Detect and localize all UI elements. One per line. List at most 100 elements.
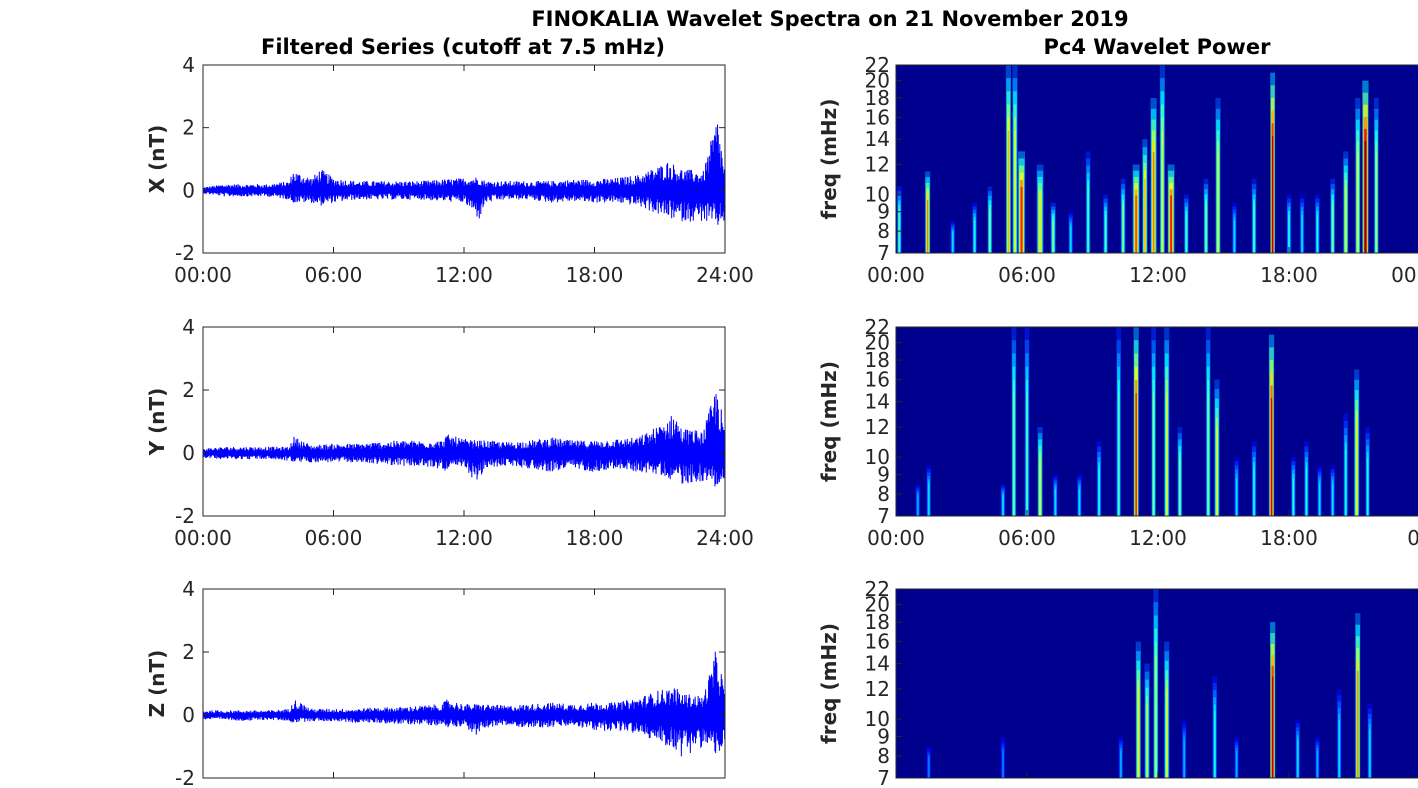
power-burst (1203, 178, 1209, 253)
power-burst-layer (1026, 393, 1028, 516)
power-burst-layer (1369, 729, 1371, 778)
power-burst-layer (1356, 420, 1358, 516)
x-tick-label: 12:00 (1129, 263, 1187, 287)
x-tick-label: 18:00 (566, 526, 624, 550)
power-burst-layer (1357, 152, 1359, 253)
power-burst-layer (1301, 214, 1303, 253)
power-burst (1000, 736, 1006, 778)
y-tick-label: 8 (877, 744, 890, 768)
power-burst-layer (1002, 495, 1004, 516)
power-burst (1164, 327, 1170, 516)
power-burst (1132, 164, 1140, 253)
power-burst (1343, 413, 1349, 516)
x-tick-label: 24:00 (696, 526, 754, 550)
power-burst-layer (1205, 204, 1207, 253)
figure-title: FINOKALIA Wavelet Spectra on 21 November… (531, 7, 1128, 31)
power-burst (1036, 164, 1044, 253)
power-burst-layer (1052, 220, 1054, 253)
power-burst-layer (1007, 130, 1010, 253)
power-burst (1317, 465, 1322, 516)
power-burst-layer (1166, 689, 1168, 778)
y-tick-label: 4 (182, 315, 195, 339)
y-tick-label: 10 (865, 445, 890, 469)
y-axis-label: freq (mHz) (817, 99, 841, 220)
power-burst (1103, 194, 1108, 253)
power-burst (1290, 457, 1296, 516)
y-tick-label: 16 (865, 105, 890, 129)
y-tick-label: 12 (865, 677, 890, 701)
y-tick-label: 8 (877, 482, 890, 506)
power-burst-layer (1054, 489, 1056, 516)
y-tick-label: 7 (877, 504, 890, 528)
power-burst (1120, 178, 1126, 253)
x-tick-label: 00:00 (174, 263, 232, 287)
y-tick-label: 12 (865, 415, 890, 439)
power-burst-layer (1013, 393, 1015, 516)
power-burst-layer (1135, 195, 1138, 253)
y-tick-label: 4 (182, 577, 195, 601)
power-burst (1085, 151, 1091, 253)
power-burst (1212, 675, 1218, 778)
y-axis-label: Y (nT) (145, 388, 169, 457)
power-burst (1270, 72, 1276, 253)
power-burst-layer (1214, 711, 1216, 778)
power-burst (1355, 97, 1361, 254)
y-tick-label: 7 (877, 241, 890, 265)
power-burst-layer (1152, 152, 1155, 253)
x-tick-label: 06:00 (998, 263, 1056, 287)
power-burst-layer (1332, 483, 1334, 516)
y-tick-label: 4 (182, 53, 195, 77)
y-tick-label: 18 (865, 610, 890, 634)
power-burst-layer (1297, 739, 1299, 778)
y-tick-label: 10 (865, 182, 890, 206)
y-tick-label: 20 (865, 331, 890, 355)
power-burst-layer (1367, 458, 1369, 516)
y-tick-label: 8 (877, 219, 890, 243)
power-burst (1037, 427, 1043, 516)
power-burst-layer (1236, 751, 1238, 778)
power-burst (1159, 65, 1165, 253)
timeseries-panel-z: -2 0 2 4 Z (nT) (145, 577, 726, 788)
y-tick-label: 22 (865, 315, 890, 339)
power-burst-layer (1087, 186, 1089, 253)
power-burst (1330, 178, 1336, 253)
power-burst (1270, 622, 1276, 778)
power-burst (1205, 327, 1211, 516)
power-burst-layer (1122, 204, 1124, 253)
y-tick-label: 2 (182, 640, 195, 664)
power-burst (1251, 178, 1257, 253)
power-burst (1286, 194, 1292, 253)
series-line-x (202, 124, 726, 225)
power-burst-layer (1217, 152, 1219, 253)
y-axis-label: X (nT) (145, 125, 169, 194)
y-tick-label: 7 (877, 766, 890, 788)
power-burst (925, 171, 931, 253)
x-tick-label: 00 (1407, 526, 1418, 550)
power-burst-layer (1332, 204, 1334, 253)
power-burst-layer (1253, 204, 1255, 253)
power-burst-layer (1364, 140, 1367, 253)
y-tick-label: 12 (865, 153, 890, 177)
power-burst-layer (1078, 489, 1080, 516)
power-burst (1304, 441, 1309, 516)
power-burst (1153, 589, 1159, 778)
panels-group: -2 0 2 4 00:00 06:00 12:00 18:00 24:00 X (nT) -2 0 2… (145, 53, 1418, 788)
timeseries-panel-x: -2 0 2 4 00:00 06:00 12:00 18:00 24:00 X (nT) (145, 53, 754, 287)
power-burst-layer (1357, 670, 1359, 778)
power-burst-layer (1118, 393, 1120, 516)
power-burst (1181, 719, 1187, 778)
power-burst (1144, 663, 1150, 778)
power-burst-layer (1146, 703, 1148, 778)
y-tick-label: 2 (182, 116, 195, 140)
power-burst (1116, 327, 1122, 516)
power-burst (896, 186, 902, 253)
power-burst-layer (1338, 720, 1340, 778)
y-axis-label: freq (mHz) (817, 361, 841, 482)
power-burst (1234, 457, 1239, 516)
power-burst (1068, 211, 1074, 253)
power-burst (1012, 65, 1018, 253)
y-tick-label: 20 (865, 593, 890, 617)
